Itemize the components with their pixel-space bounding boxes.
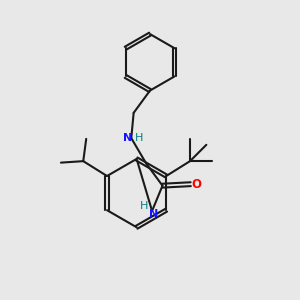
Text: H: H <box>140 202 148 212</box>
Text: O: O <box>192 178 202 191</box>
Text: N: N <box>149 209 158 219</box>
Text: H: H <box>134 133 143 142</box>
Text: N: N <box>123 133 132 142</box>
